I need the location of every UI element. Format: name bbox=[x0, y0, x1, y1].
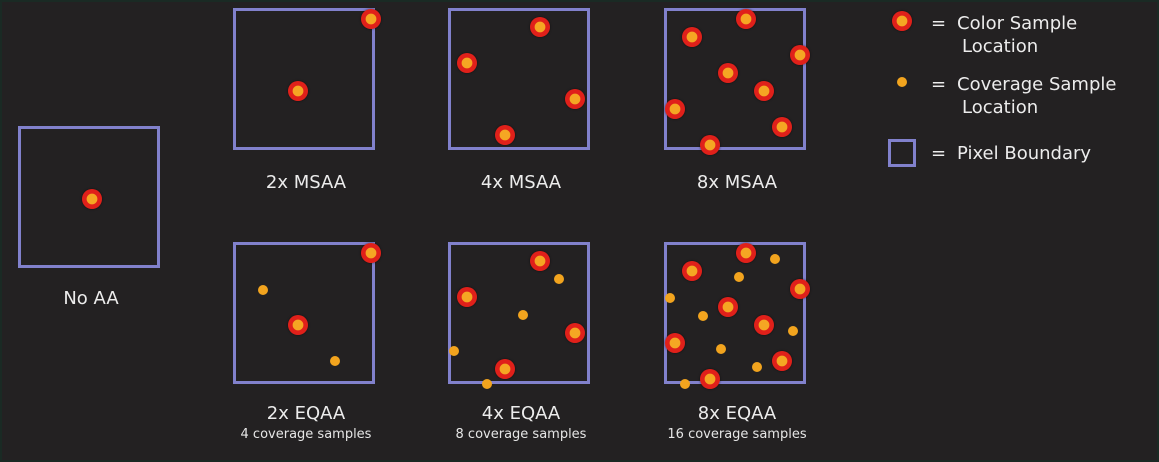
color-sample bbox=[754, 315, 774, 335]
color-sample bbox=[700, 369, 720, 389]
pixel-boundary-8x-eqaa bbox=[664, 242, 810, 389]
pixel-boundary-no-aa bbox=[18, 126, 160, 268]
color-sample bbox=[495, 359, 515, 379]
color-sample bbox=[700, 135, 720, 155]
color-sample bbox=[718, 63, 738, 83]
color-sample bbox=[718, 297, 738, 317]
coverage-sample bbox=[482, 379, 492, 389]
coverage-sample bbox=[330, 356, 340, 366]
coverage-sample bbox=[665, 293, 675, 303]
coverage-sample bbox=[770, 254, 780, 264]
color-sample bbox=[288, 81, 308, 101]
sublabel-8x-eqaa: 16 coverage samples bbox=[667, 427, 807, 442]
color-sample bbox=[665, 99, 685, 119]
coverage-sample bbox=[716, 344, 726, 354]
color-sample bbox=[495, 125, 515, 145]
color-sample bbox=[361, 243, 381, 263]
legend-color-sample-icon bbox=[892, 11, 912, 31]
label-8x-msaa: 8x MSAA bbox=[696, 172, 778, 193]
pixel-boundary-4x-msaa bbox=[448, 8, 590, 150]
legend-color-sample-equals: = bbox=[931, 13, 947, 34]
coverage-sample bbox=[698, 311, 708, 321]
coverage-sample bbox=[518, 310, 528, 320]
color-sample bbox=[530, 251, 550, 271]
color-sample bbox=[457, 53, 477, 73]
color-sample bbox=[82, 189, 102, 209]
coverage-sample bbox=[258, 285, 268, 295]
legend-pixel-boundary-equals: = bbox=[931, 143, 947, 164]
pixel-boundary-2x-eqaa bbox=[233, 242, 381, 384]
color-sample bbox=[772, 351, 792, 371]
color-sample bbox=[682, 261, 702, 281]
color-sample bbox=[754, 81, 774, 101]
legend-color-sample-line2: Location bbox=[962, 36, 1039, 57]
color-sample bbox=[736, 9, 756, 29]
pixel-boundary-8x-msaa bbox=[664, 8, 810, 155]
legend-coverage-sample-line1: Coverage Sample bbox=[957, 74, 1117, 95]
color-sample bbox=[665, 333, 685, 353]
color-sample bbox=[565, 323, 585, 343]
coverage-sample bbox=[752, 362, 762, 372]
label-no-aa: No AA bbox=[63, 288, 119, 309]
sublabel-2x-eqaa: 4 coverage samples bbox=[240, 427, 372, 442]
color-sample bbox=[530, 17, 550, 37]
coverage-sample bbox=[788, 326, 798, 336]
label-8x-eqaa: 8x EQAA bbox=[697, 403, 777, 424]
color-sample bbox=[790, 279, 810, 299]
coverage-sample bbox=[449, 346, 459, 356]
label-4x-msaa: 4x MSAA bbox=[480, 172, 562, 193]
pixel-boundary-4x-eqaa bbox=[448, 242, 590, 389]
color-sample bbox=[736, 243, 756, 263]
coverage-sample bbox=[680, 379, 690, 389]
label-4x-eqaa: 4x EQAA bbox=[481, 403, 561, 424]
label-2x-msaa: 2x MSAA bbox=[265, 172, 347, 193]
pixel-boundary-2x-msaa bbox=[233, 8, 381, 150]
label-2x-eqaa: 2x EQAA bbox=[266, 403, 346, 424]
sublabel-4x-eqaa: 8 coverage samples bbox=[455, 427, 587, 442]
legend-coverage-sample-icon bbox=[897, 77, 907, 87]
legend-color-sample-line1: Color Sample bbox=[957, 13, 1078, 34]
color-sample bbox=[790, 45, 810, 65]
color-sample bbox=[361, 9, 381, 29]
legend-pixel-boundary-label: Pixel Boundary bbox=[957, 143, 1092, 164]
legend-pixel-boundary-icon bbox=[888, 139, 916, 167]
legend-coverage-sample-equals: = bbox=[931, 74, 947, 95]
coverage-sample bbox=[554, 274, 564, 284]
color-sample bbox=[772, 117, 792, 137]
color-sample bbox=[565, 89, 585, 109]
color-sample bbox=[457, 287, 477, 307]
coverage-sample bbox=[734, 272, 744, 282]
color-sample bbox=[682, 27, 702, 47]
color-sample bbox=[288, 315, 308, 335]
legend-coverage-sample-line2: Location bbox=[962, 97, 1039, 118]
